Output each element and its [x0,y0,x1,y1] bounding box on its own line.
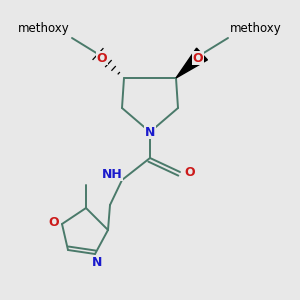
Text: methoxy: methoxy [18,22,70,35]
Text: O: O [185,166,195,178]
Text: O: O [97,52,107,64]
Text: O: O [49,215,59,229]
Text: NH: NH [102,167,122,181]
Polygon shape [176,48,207,78]
Text: methoxy: methoxy [230,22,282,35]
Text: O: O [193,52,203,64]
Text: N: N [92,256,102,268]
Text: N: N [145,125,155,139]
